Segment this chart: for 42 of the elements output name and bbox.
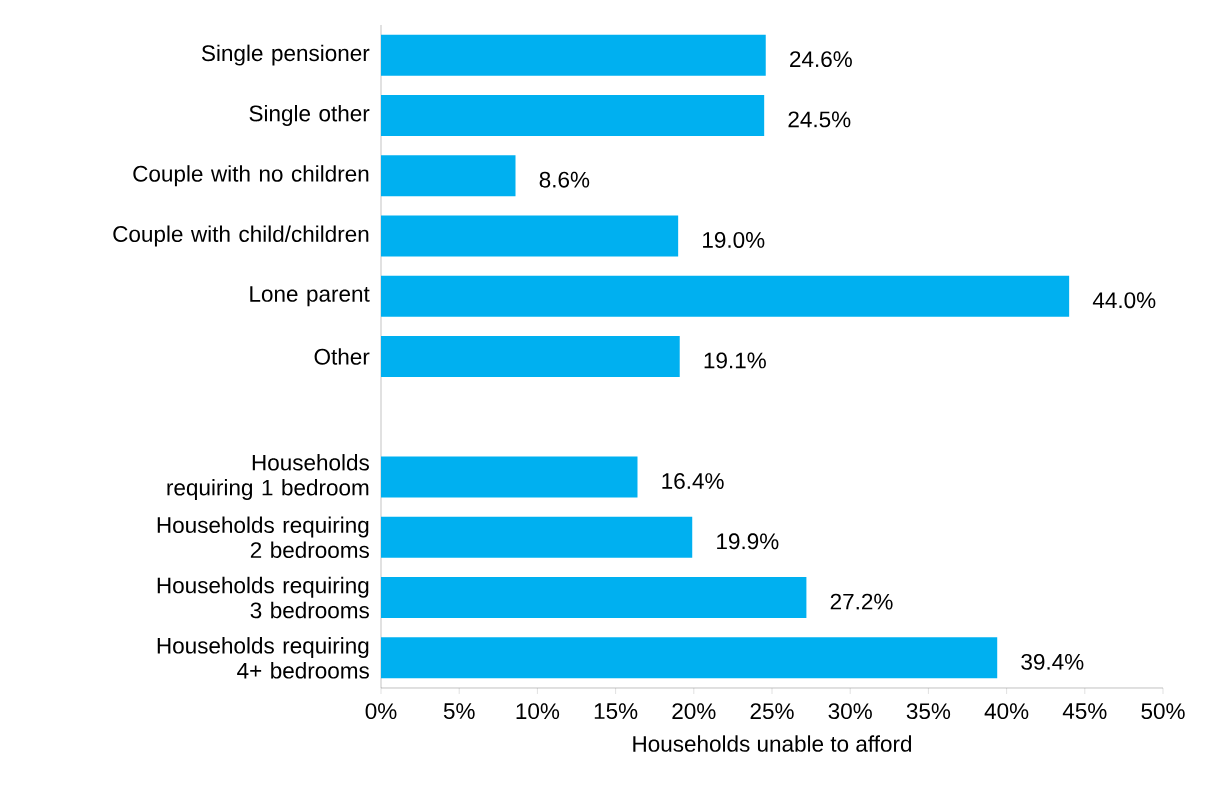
y-tick-label: Households requiring 4+ bedrooms [157,637,369,679]
bar [381,637,998,679]
x-axis-title: Households unable to afford [633,735,912,752]
bar [381,94,765,136]
x-tick-label: 40% [984,703,1029,720]
data-label: 19.1% [704,352,766,369]
x-tick-label: 20% [672,703,716,720]
x-tick-label: 25% [750,703,794,720]
y-tick-label: Single other [249,104,370,126]
x-tick-label: 50% [1141,703,1185,720]
y-tick-label: Single pensioner [201,44,370,66]
data-label: 24.6% [790,51,852,68]
y-tick-label: Households requiring 1 bedroom [167,454,369,501]
data-label: 19.0% [703,231,765,248]
x-tick-label: 45% [1062,703,1107,720]
data-label: 27.2% [830,593,893,610]
y-tick-label: Households requiring 2 bedrooms [157,516,369,559]
data-label: 39.4% [1021,653,1084,670]
bar [381,335,680,377]
bar [381,275,1070,317]
bar [381,215,679,257]
x-tick-label: 5% [443,703,475,720]
data-label: 8.6% [539,171,590,188]
y-tick-label: Households requiring 3 bedrooms [157,576,369,619]
bar [381,516,693,558]
y-tick-label: Couple with child/children [113,225,369,247]
data-label: 44.0% [1092,292,1156,309]
y-tick-label: Couple with no children [133,165,369,187]
y-tick-label: Other [314,348,370,365]
data-label: 19.9% [717,533,779,550]
data-label: 24.5% [788,111,851,128]
y-tick-label: Lone parent [250,286,370,307]
x-tick-label: 10% [516,703,560,720]
bar [381,155,516,197]
bar [381,577,807,619]
bar [381,34,766,76]
x-tick-label: 35% [906,703,951,720]
data-label: 16.4% [662,473,724,490]
x-tick-label: 15% [594,703,638,720]
bar [381,456,638,498]
x-tick-label: 30% [828,703,872,720]
x-tick-label: 0% [365,703,397,720]
